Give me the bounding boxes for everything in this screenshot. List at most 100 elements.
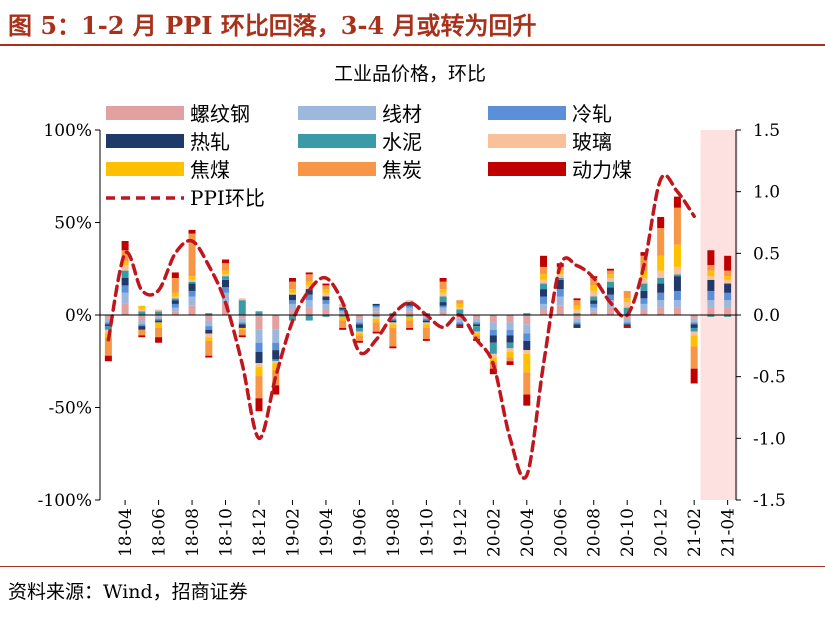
x-tick-label: 18-12	[250, 508, 270, 557]
bar-线材-20-02	[489, 322, 497, 330]
legend-swatch-螺纹钢	[106, 106, 184, 120]
bar-线材-19-09	[406, 307, 414, 312]
bar-冷轧-20-06	[556, 289, 564, 297]
bar-玻璃-18-09	[205, 333, 213, 338]
bar-焦炭-20-10	[623, 290, 631, 299]
bar-玻璃-20-03	[506, 348, 514, 352]
bar-冷轧-19-12	[456, 322, 464, 325]
bar-螺纹钢-20-02	[489, 315, 497, 323]
bar-螺纹钢-20-10	[623, 315, 631, 319]
bar-动力煤-20-09	[606, 268, 614, 271]
bar-螺纹钢-20-07	[573, 315, 581, 319]
bar-水泥-18-12	[255, 311, 263, 315]
bar-焦炭-18-04	[121, 250, 129, 262]
bar-动力煤-20-02	[489, 368, 497, 375]
bar-冷轧-20-08	[590, 303, 598, 308]
axes-layer: 100% 50% 0% -50% -100% 1.5 1.0 0.5 0.0 -0.5 -1.0 -1…	[38, 121, 786, 557]
bar-焦煤-20-01	[473, 333, 481, 336]
bar-冷轧-19-07	[372, 305, 380, 308]
legend-label-焦炭: 焦炭	[382, 158, 422, 182]
bar-螺纹钢-19-11	[439, 311, 447, 315]
bar-水泥-20-08	[590, 296, 598, 301]
bar-玻璃-18-08	[188, 279, 196, 282]
bar-动力煤-18-06	[155, 337, 163, 343]
bar-热轧-19-01	[272, 350, 280, 360]
legend-swatch-冷轧	[488, 106, 566, 120]
bar-焦煤-18-07	[171, 292, 179, 297]
bar-焦煤-19-10	[422, 324, 430, 328]
bar-水泥-20-03	[506, 342, 514, 349]
bar-玻璃-19-12	[456, 307, 464, 310]
bar-动力煤-19-07	[372, 331, 380, 334]
bar-冷轧-20-10	[623, 322, 631, 325]
bar-玻璃-21-02	[690, 331, 698, 336]
bar-动力煤-20-07	[573, 298, 581, 301]
bar-焦炭-21-03	[707, 265, 715, 271]
bar-线材-18-04	[121, 292, 129, 304]
bar-热轧-20-02	[489, 335, 497, 343]
bar-动力煤-21-01	[673, 196, 681, 208]
bar-螺纹钢-18-05	[138, 315, 146, 321]
bars-layer	[104, 196, 732, 412]
bar-螺纹钢-19-04	[322, 309, 330, 315]
bar-玻璃-19-10	[422, 322, 430, 325]
bar-线材-18-07	[171, 307, 179, 312]
bar-动力煤-20-12	[657, 216, 665, 229]
bar-焦煤-20-07	[573, 305, 581, 310]
x-tick-label: 19-08	[384, 508, 404, 557]
legend-swatch-热轧	[106, 134, 184, 148]
x-tick-label: 20-12	[652, 508, 672, 557]
legend-swatch-线材	[298, 106, 376, 120]
bar-螺纹钢-19-03	[305, 307, 313, 315]
bar-玻璃-18-07	[171, 296, 179, 299]
ppi-line-layer	[106, 173, 696, 480]
bar-冷轧-20-09	[606, 294, 614, 301]
bar-焦炭-20-09	[606, 270, 614, 275]
bar-冷轧-18-11	[238, 322, 246, 325]
bar-焦炭-21-04	[724, 270, 732, 277]
bar-焦煤-20-04	[523, 353, 531, 373]
bar-焦炭-18-12	[255, 376, 263, 399]
bar-焦炭-21-01	[673, 207, 681, 245]
bar-热轧-18-03	[104, 324, 112, 327]
bar-螺纹钢-20-08	[590, 311, 598, 315]
bar-动力煤-18-10	[222, 259, 230, 264]
bar-线材-20-05	[540, 303, 548, 310]
chart-title: 工业品价格，环比	[334, 63, 486, 85]
bar-水泥-18-06	[155, 311, 163, 315]
bar-玻璃-18-11	[238, 298, 246, 301]
bar-冷轧-20-11	[640, 298, 648, 304]
bar-水泥-18-04	[121, 270, 129, 278]
bar-冷轧-18-06	[155, 318, 163, 321]
bar-焦炭-18-09	[205, 340, 213, 356]
bar-冷轧-19-06	[355, 322, 363, 325]
bar-动力煤-20-05	[540, 255, 548, 267]
bar-动力煤-19-03	[305, 272, 313, 275]
bar-线材-18-08	[188, 296, 196, 306]
bar-线材-18-09	[205, 320, 213, 327]
bar-玻璃-18-04	[121, 265, 129, 271]
legend-label-线材: 线材	[382, 102, 422, 126]
x-tick-label: 20-06	[551, 508, 571, 557]
bar-螺纹钢-20-06	[556, 305, 564, 315]
bar-线材-20-08	[590, 307, 598, 312]
bar-热轧-19-05	[339, 307, 347, 310]
bar-焦煤-20-10	[623, 298, 631, 303]
bar-玻璃-20-11	[640, 278, 648, 284]
bar-线材-20-07	[573, 318, 581, 323]
bar-水泥-18-10	[222, 276, 230, 280]
bar-热轧-20-05	[540, 289, 548, 297]
bar-热轧-20-07	[573, 324, 581, 328]
legend-label-动力煤: 动力煤	[572, 158, 632, 182]
bar-螺纹钢-19-05	[339, 313, 347, 315]
bar-焦炭-18-07	[171, 278, 179, 293]
bar-玻璃-20-01	[473, 331, 481, 334]
x-tick-label: 21-04	[719, 508, 739, 557]
bar-热轧-21-01	[673, 276, 681, 291]
bar-水泥-20-10	[623, 307, 631, 315]
bar-焦炭-20-12	[657, 228, 665, 256]
bar-水泥-20-01	[473, 326, 481, 332]
bar-焦煤-19-01	[272, 363, 280, 371]
bar-热轧-18-11	[238, 324, 246, 328]
